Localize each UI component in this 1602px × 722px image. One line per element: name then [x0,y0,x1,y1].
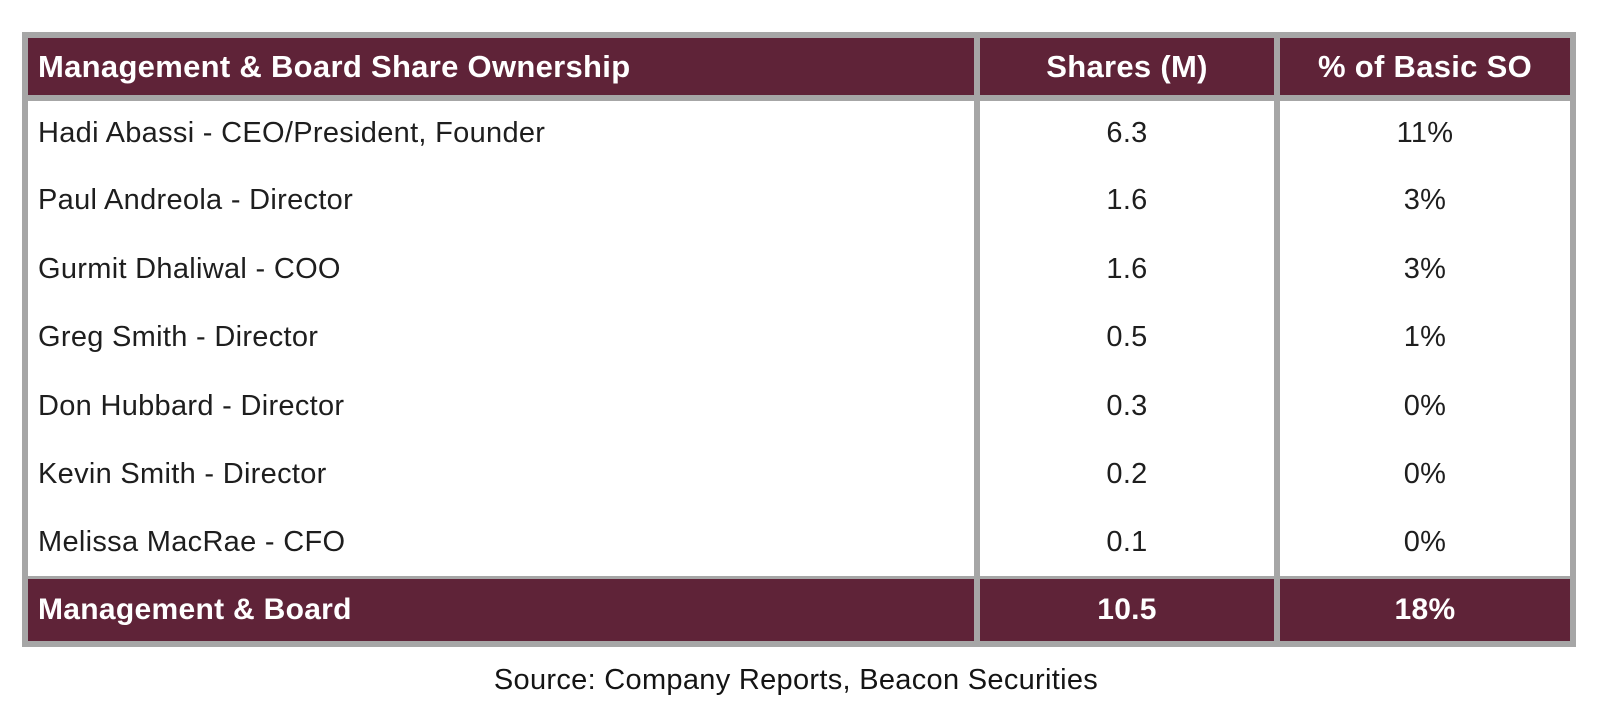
table-row: Don Hubbard - Director 0.3 0% [25,372,1573,441]
total-pct: 18% [1274,576,1573,644]
holder-name: Paul Andreola - Director [38,184,354,217]
header-row: Management & Board Share Ownership Share… [25,35,1573,101]
source-note: Source: Company Reports, Beacon Securiti… [493,663,1099,696]
holder-name: Melissa MacRae - CFO [38,526,346,558]
holder-pct: 0% [1274,440,1573,509]
holder-pct: 11% [1274,98,1573,167]
holder-shares: 1.6 [974,166,1277,235]
holder-name: Gurmit Dhaliwal - COO [38,252,341,285]
holder-pct: 0% [1274,509,1573,578]
holder-pct: 3% [1274,235,1573,304]
holder-shares: 0.1 [974,509,1277,578]
total-row: Management & Board 10.5 18% [25,576,1573,644]
holder-shares: 0.5 [974,303,1277,372]
holder-name: Don Hubbard - Director [38,389,345,422]
table-row: Paul Andreola - Director 1.6 3% [25,166,1573,235]
holder-shares: 0.3 [974,372,1277,441]
holder-pct: 1% [1274,303,1573,372]
total-shares: 10.5 [974,576,1277,644]
table-row: Kevin Smith - Director 0.2 0% [25,440,1573,509]
ownership-table: Management & Board Share Ownership Share… [22,32,1576,647]
header-shares: Shares (M) [974,35,1277,101]
holder-name: Kevin Smith - Director [38,458,327,491]
holder-pct: 0% [1274,372,1573,441]
holder-shares: 6.3 [974,98,1277,167]
total-label: Management & Board [25,576,977,644]
holder-name: Greg Smith - Director [38,321,319,354]
header-title: Management & Board Share Ownership [25,35,977,101]
header-pct-basic-so: % of Basic SO [1274,35,1573,101]
holder-name: Hadi Abassi - CEO/President, Founder [38,117,546,150]
table-row: Melissa MacRae - CFO 0.1 0% [25,509,1573,578]
table-row: Hadi Abassi - CEO/President, Founder 6.3… [25,98,1573,167]
table-row: Gurmit Dhaliwal - COO 1.6 3% [25,235,1573,304]
ownership-figure: Management & Board Share Ownership Share… [22,32,1576,697]
table-row: Greg Smith - Director 0.5 1% [25,303,1573,372]
holder-shares: 0.2 [974,440,1277,509]
holder-shares: 1.6 [974,235,1277,304]
holder-pct: 3% [1274,166,1573,235]
